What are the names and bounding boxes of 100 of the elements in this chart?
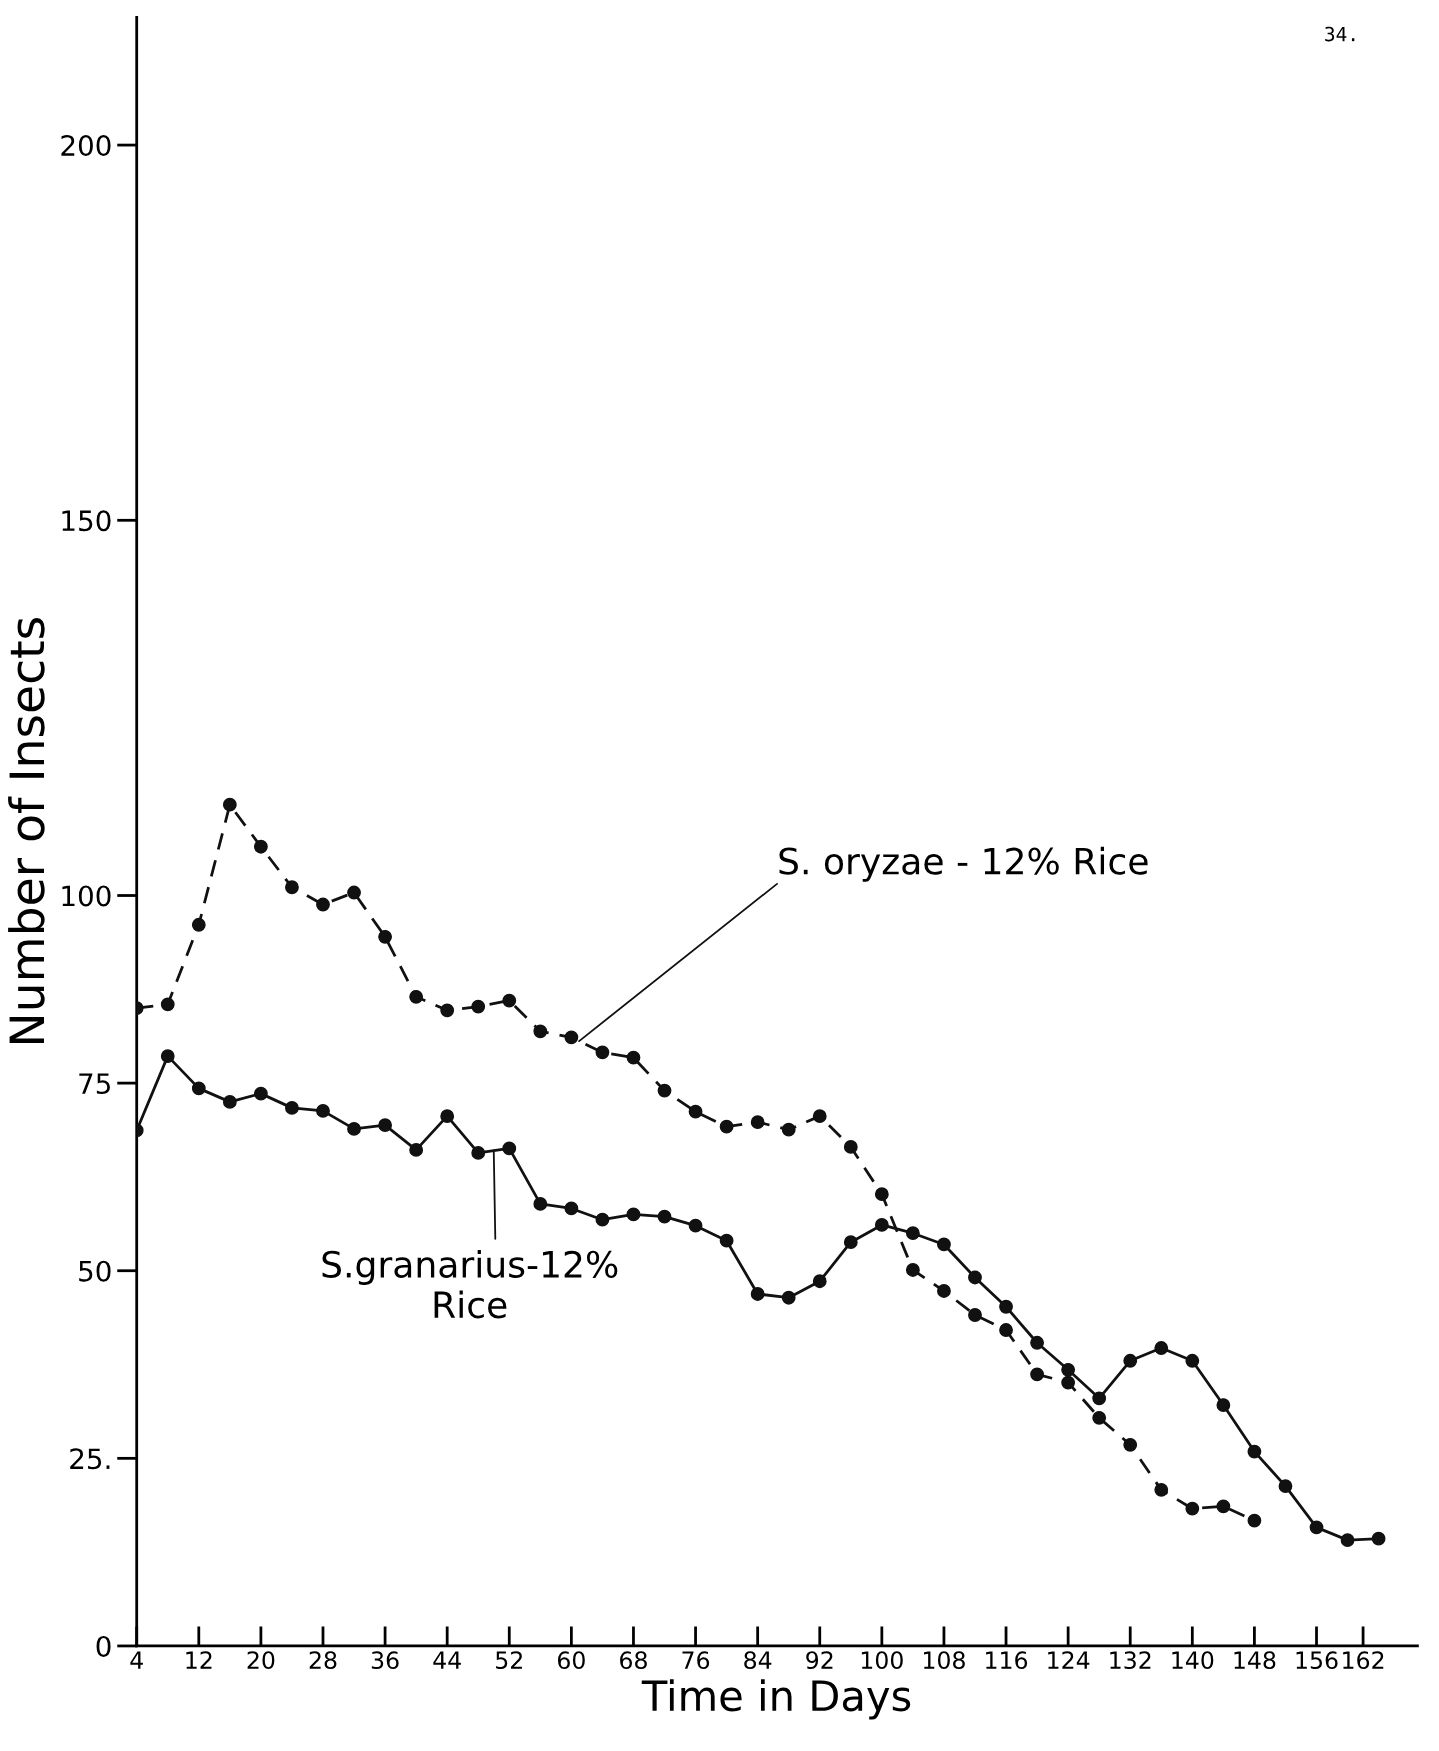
- x-tick-label: 44: [433, 1651, 461, 1669]
- point: [253, 839, 268, 854]
- point: [937, 1284, 951, 1298]
- point: [750, 1287, 765, 1301]
- annotation: S.granarius-12% Rice: [322, 1249, 618, 1319]
- point: [781, 1122, 796, 1137]
- point: [191, 1081, 206, 1096]
- point: [1340, 1533, 1355, 1548]
- point: [222, 1094, 237, 1109]
- x-axis-title: Time in Days: [641, 1679, 911, 1720]
- x-tick-label: 20: [247, 1651, 275, 1670]
- point: [409, 989, 424, 1004]
- point: [502, 1141, 517, 1156]
- point: [937, 1237, 951, 1252]
- point: [874, 1187, 889, 1202]
- point: [502, 993, 517, 1008]
- point: [160, 997, 175, 1012]
- point: [812, 1109, 827, 1124]
- point: [471, 1146, 486, 1160]
- x-tick-label: 132: [1110, 1651, 1151, 1670]
- x-tick-label: 52: [496, 1651, 522, 1670]
- x-tick-label: 76: [682, 1651, 710, 1670]
- point: [657, 1083, 672, 1098]
- point: [968, 1308, 982, 1322]
- point: [999, 1323, 1013, 1337]
- x-tick-label: 140: [1172, 1651, 1214, 1670]
- point: [564, 1201, 579, 1216]
- x-tick-label: 28: [309, 1651, 337, 1670]
- point: [440, 1003, 455, 1018]
- x-tick-label: 36: [371, 1651, 399, 1670]
- point: [905, 1263, 920, 1277]
- y-tick-label: 200: [61, 135, 111, 157]
- point: [843, 1235, 858, 1250]
- point: [657, 1209, 672, 1224]
- x-tick-label: 68: [620, 1651, 647, 1670]
- point: [285, 880, 299, 895]
- point: [688, 1218, 703, 1233]
- point: [1278, 1479, 1293, 1494]
- point: [378, 929, 392, 944]
- point: [595, 1212, 610, 1227]
- point: [626, 1207, 641, 1222]
- point: [1154, 1341, 1169, 1355]
- x-tick-label: 156: [1296, 1651, 1338, 1670]
- point: [719, 1233, 734, 1248]
- point: [285, 1100, 299, 1115]
- point: [1247, 1444, 1262, 1459]
- annotation: 34.: [1325, 26, 1355, 42]
- point: [626, 1050, 641, 1065]
- x-tick-label: 148: [1234, 1651, 1276, 1670]
- x-tick-label: 162: [1343, 1651, 1384, 1670]
- x-tick-label: 60: [558, 1651, 585, 1670]
- point: [1123, 1353, 1138, 1368]
- point: [347, 885, 361, 900]
- point: [874, 1218, 889, 1232]
- point: [1123, 1437, 1138, 1452]
- y-tick-label: 50: [79, 1260, 111, 1282]
- x-tick-label: 100: [861, 1651, 903, 1670]
- point: [1030, 1367, 1044, 1382]
- y-tick-label: 0: [96, 1635, 111, 1657]
- point: [595, 1045, 610, 1060]
- point: [781, 1290, 796, 1305]
- point: [564, 1030, 579, 1045]
- point: [222, 797, 237, 812]
- point: [1216, 1499, 1231, 1514]
- point: [1247, 1513, 1262, 1528]
- point: [160, 1049, 175, 1064]
- point: [1371, 1531, 1386, 1546]
- y-tick-label: 75: [79, 1073, 110, 1095]
- point: [378, 1118, 392, 1133]
- point: [719, 1119, 734, 1134]
- point: [1216, 1398, 1231, 1412]
- x-tick-label: 4: [130, 1651, 143, 1669]
- point: [1309, 1520, 1324, 1535]
- point: [1030, 1335, 1044, 1350]
- annotation: S. oryzae - 12% Rice: [779, 846, 1148, 882]
- point: [1092, 1391, 1107, 1406]
- x-tick-label: 116: [986, 1651, 1028, 1670]
- point: [1185, 1501, 1200, 1516]
- y-tick-label: 150: [62, 510, 111, 532]
- x-tick-label: 84: [744, 1651, 772, 1670]
- point: [968, 1270, 982, 1285]
- point: [905, 1226, 920, 1241]
- point: [1092, 1410, 1107, 1425]
- y-tick-label: 100: [62, 885, 111, 907]
- y-axis-title: Number of Insects: [8, 618, 45, 1043]
- point: [1061, 1362, 1076, 1377]
- x-tick-label: 92: [806, 1651, 833, 1670]
- point: [471, 999, 486, 1014]
- point: [1061, 1375, 1076, 1390]
- point: [533, 1024, 548, 1039]
- point: [409, 1143, 424, 1157]
- point: [440, 1109, 455, 1124]
- point: [1154, 1482, 1169, 1497]
- point: [253, 1086, 268, 1101]
- point: [191, 917, 206, 932]
- point: [533, 1197, 548, 1211]
- point: [999, 1299, 1013, 1314]
- y-tick-label: 25.: [70, 1448, 110, 1470]
- x-tick-label: 124: [1048, 1651, 1090, 1669]
- x-tick-label: 12: [186, 1651, 212, 1669]
